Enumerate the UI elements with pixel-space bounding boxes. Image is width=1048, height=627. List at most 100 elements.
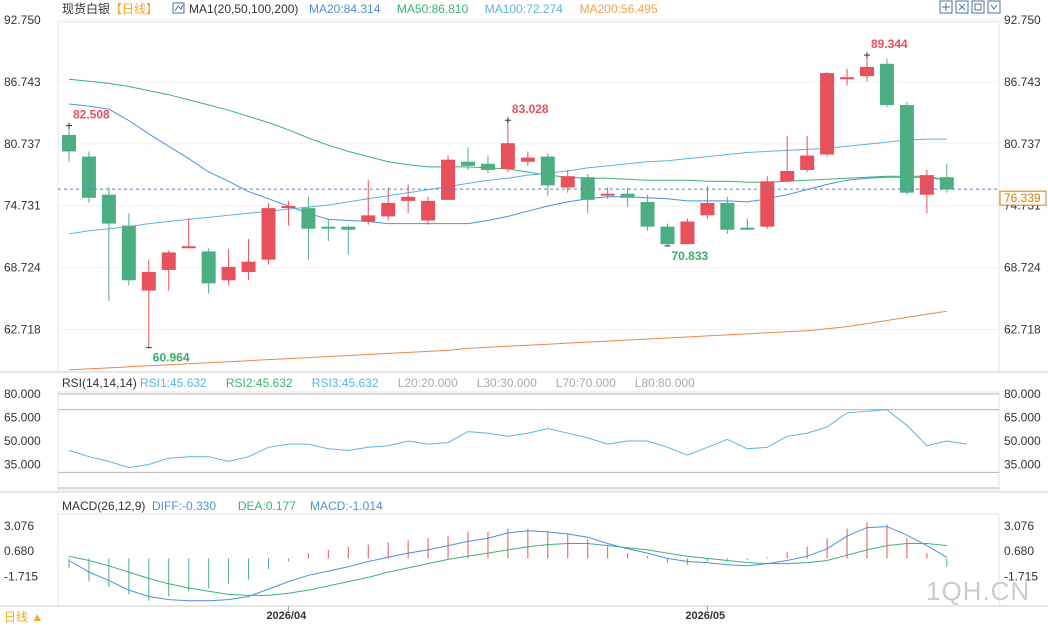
y-tick-label: 86.743 [4,75,41,89]
candle-body [301,208,316,229]
rsi-y-tick: 50.000 [4,434,41,448]
candle-body [461,161,475,166]
y-tick-label: 62.718 [4,323,41,337]
candle-body [580,177,595,200]
candle-body [141,272,156,291]
high-label: 83.028 [512,102,549,116]
candle-body [361,215,376,222]
candle-body [62,134,76,152]
macd-line-diff [68,526,948,602]
indicator-value: MA50:86.810 [397,2,469,16]
last-price-line: 76.339 [58,188,1047,206]
low-label: 70.833 [672,249,709,263]
candles [62,55,954,348]
indicator-value: L30:30.000 [477,376,537,390]
candle-body [800,155,815,170]
candle-body [660,226,675,245]
main-panel-frame [57,21,1000,373]
rsi-line [68,409,967,469]
candle-body [860,66,874,77]
candle-body [939,177,954,190]
last-price-tag [999,190,1047,206]
candle-body [700,202,715,216]
candle-body [500,143,515,169]
watermark: 1QH.CN [926,576,1030,606]
candle-body [620,193,635,198]
candle-body [341,226,356,230]
y-tick-label: 68.724 [4,261,41,275]
candle-body [780,171,795,182]
macd-label: MACD(26,12,9) [62,499,145,513]
price-annotations: 82.508 60.964 83.028 70.833 89.344 [66,37,908,365]
candle-body [281,206,296,209]
macd-y-tick: -1.715 [4,570,38,584]
indicator-value: L70:70.000 [556,376,616,390]
rsi-y-tick: 65.000 [4,411,41,425]
candle-body [820,73,835,155]
move-icon[interactable] [939,0,953,14]
candle-body [221,266,236,281]
rsi-y-tick: 35.000 [1004,458,1041,472]
fit-icon[interactable] [955,0,969,14]
candle-body [879,63,894,106]
y-tick-label: 68.724 [1004,261,1041,275]
indicator-value: DIFF:-0.330 [152,499,216,513]
indicator-value: RSI3:45.632 [312,376,379,390]
rsi-values: RSI1:45.632 RSI2:45.632 RSI3:45.632 L20:20.… [140,376,695,390]
candle-body [201,251,216,284]
chevron-down-icon[interactable] [987,0,1001,14]
candle-body [680,221,695,245]
candle-body [401,196,416,201]
ma-line-ma200 [68,310,947,371]
macd-y-tick: 0.680 [4,544,34,558]
rsi-label: RSI(14,14,14) [62,376,137,390]
candle-body [161,252,176,270]
main-yaxis-left: 92.750 86.743 80.737 74.731 68.724 62.718 [4,13,41,337]
y-tick-label: 86.743 [1004,75,1041,89]
square-icon[interactable] [971,0,985,14]
indicator-icon[interactable] [172,2,185,14]
macd-values: DIFF:-0.330 DEA:0.177 MACD:-1.014 [152,499,383,513]
rsi-y-tick: 35.000 [4,458,41,472]
ma-line-ma100 [68,138,947,235]
date-label: 2026/05 [685,610,725,622]
ma-line-ma20 [68,103,947,225]
high-label: 82.508 [73,108,110,122]
date-label: 2026/04 [266,610,307,622]
indicator-value: RSI1:45.632 [140,376,207,390]
y-tick-label: 74.731 [4,199,41,213]
candle-body [81,156,96,198]
rsi-panel-frame [57,391,1000,491]
indicator-value: MACD:-1.014 [310,499,383,513]
candle-body [381,202,396,217]
ma-lines [68,78,947,371]
ma-values: MA20:84.314 MA50:86.810 MA100:72.274 MA200:… [309,2,658,16]
candle-body [919,175,934,195]
macd-line-dea [68,543,947,596]
macd-panel: 3.076 3.076 0.680 0.680 -1.715 -1.715 [4,519,1038,602]
rsi-panel: 80.000 80.000 65.000 65.000 50.000 50.000 35.0… [4,387,1041,489]
low-label: 60.964 [153,351,190,365]
candle-body [540,156,555,186]
y-tick-label: 92.750 [1004,13,1041,27]
y-tick-label: 80.737 [4,137,41,151]
date-axis: 2026/04 2026/05 [266,606,725,622]
candle-body [760,181,775,227]
macd-y-tick: 3.076 [4,519,34,533]
indicator-value: L80:80.000 [635,376,695,390]
period-button[interactable]: 日线 ▲ [4,610,43,624]
indicator-value: MA200:56.495 [580,2,658,16]
candle-body [899,105,914,193]
rsi-y-tick: 50.000 [1004,434,1041,448]
rsi-y-tick: 65.000 [1004,411,1041,425]
candle-body [640,201,655,227]
symbol-title: 现货白银 [62,1,110,16]
macd-panel-frame [57,513,1000,607]
period-label: 【日线】 [110,2,158,16]
candle-body [421,200,436,221]
candle-body [261,208,276,260]
candle-body [181,246,196,249]
macd-y-tick: 3.076 [1004,519,1034,533]
